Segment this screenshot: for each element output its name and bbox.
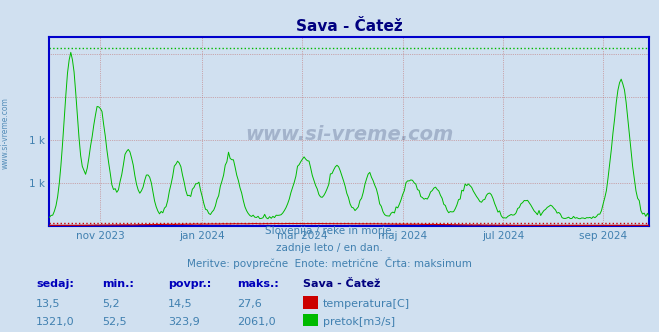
Text: 1321,0: 1321,0 (36, 317, 75, 327)
Text: Meritve: povprečne  Enote: metrične  Črta: maksimum: Meritve: povprečne Enote: metrične Črta:… (187, 257, 472, 269)
Text: povpr.:: povpr.: (168, 279, 212, 289)
Text: 52,5: 52,5 (102, 317, 127, 327)
Text: 323,9: 323,9 (168, 317, 200, 327)
Text: www.si-vreme.com: www.si-vreme.com (1, 97, 10, 169)
Text: www.si-vreme.com: www.si-vreme.com (245, 125, 453, 144)
Text: 5,2: 5,2 (102, 299, 120, 309)
Text: pretok[m3/s]: pretok[m3/s] (323, 317, 395, 327)
Text: maks.:: maks.: (237, 279, 279, 289)
Text: min.:: min.: (102, 279, 134, 289)
Text: Sava - Čatež: Sava - Čatež (303, 279, 380, 289)
Title: Sava - Čatež: Sava - Čatež (296, 19, 403, 34)
Text: temperatura[C]: temperatura[C] (323, 299, 410, 309)
Text: sedaj:: sedaj: (36, 279, 74, 289)
Text: Slovenija / reke in morje.: Slovenija / reke in morje. (264, 226, 395, 236)
Text: 13,5: 13,5 (36, 299, 61, 309)
Text: 27,6: 27,6 (237, 299, 262, 309)
Text: 14,5: 14,5 (168, 299, 192, 309)
Text: zadnje leto / en dan.: zadnje leto / en dan. (276, 243, 383, 253)
Text: 2061,0: 2061,0 (237, 317, 276, 327)
